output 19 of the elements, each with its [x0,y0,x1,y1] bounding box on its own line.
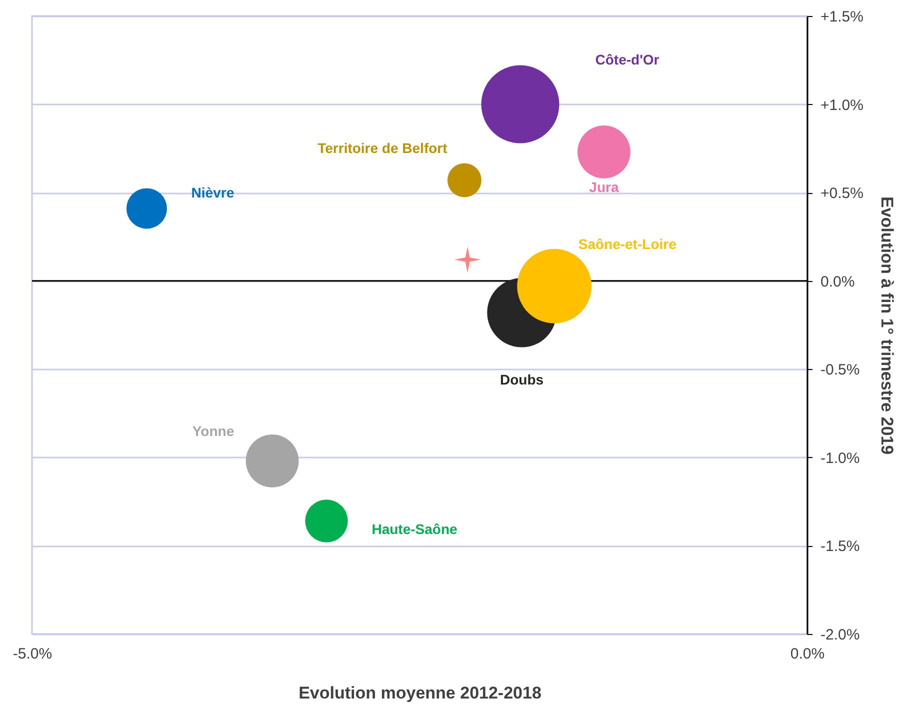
series-label: Saône-et-Loire [578,236,677,252]
y-tick-label: +1.5% [820,8,864,26]
y-tick-label: -1.5% [820,538,860,556]
y-axis-title: Evolution à fin 1° trimestre 2019 [877,196,896,455]
x-axis-title: Evolution moyenne 2012-2018 [298,684,542,702]
text: Côte-d'Or [595,51,660,68]
y-tick-label: -1.0% [820,450,860,467]
series-label: Haute-Saône [372,520,458,537]
series-label: Territoire de Belfort [318,140,448,156]
y-tick-label: +1.0% [820,96,864,114]
series-label: Jura [589,178,619,195]
y-tick-label: +0.5% [820,185,864,202]
series-label: Nièvre [191,184,234,200]
x-tick-label: -5.0% [12,646,52,662]
text: Doubs [500,372,544,388]
y-tick-label: -2.0% [820,626,860,644]
series-label: Yonne [192,422,234,439]
y-tick-label: -0.5% [820,362,860,379]
y-tick-label: 0.0% [820,273,855,290]
